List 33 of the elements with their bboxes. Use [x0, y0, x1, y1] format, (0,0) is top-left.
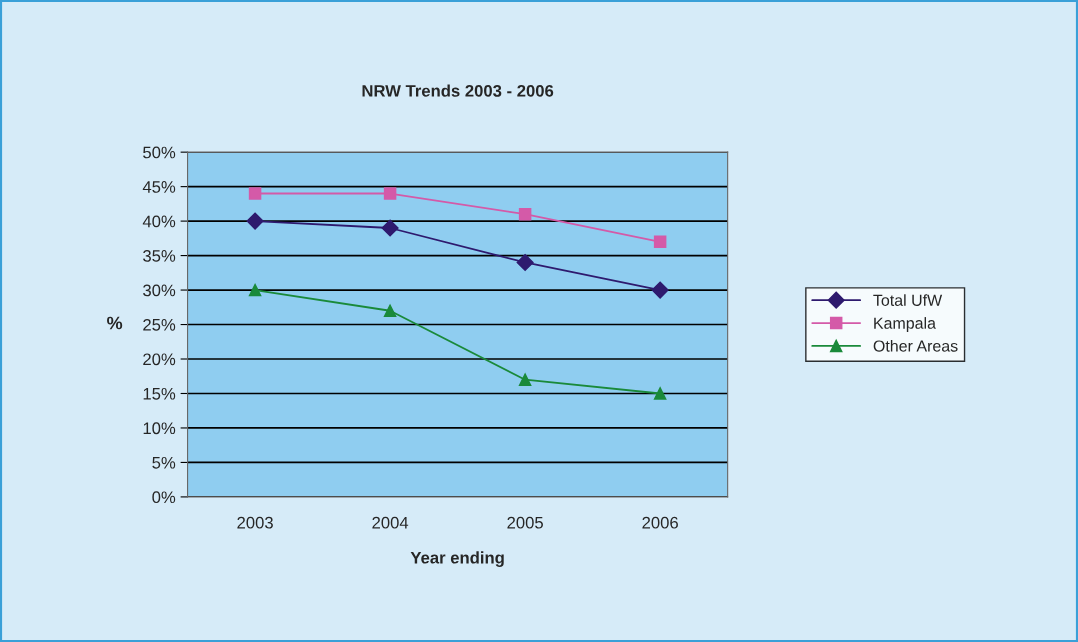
y-tick-label: 40%: [142, 215, 176, 228]
y-tick-label: 35%: [143, 249, 176, 262]
y-tick-label: 50%: [143, 146, 176, 159]
point: [383, 304, 397, 317]
y-tick-label: 15%: [143, 387, 176, 400]
x-tick-label: 2003: [237, 516, 273, 529]
point: [246, 212, 264, 230]
point: [653, 387, 667, 400]
point: [248, 187, 262, 200]
legend-label: Other Areas: [873, 339, 958, 352]
point: [516, 253, 534, 272]
y-tick-label: 10%: [143, 422, 176, 435]
x-tick-label: 2006: [642, 516, 678, 529]
y-axis-title: %: [107, 316, 123, 330]
y-tick-label: 30%: [143, 284, 176, 297]
point: [651, 281, 669, 299]
y-tick-label: 45%: [142, 181, 176, 193]
point: [248, 283, 262, 297]
point: [518, 373, 532, 386]
y-tick-label: 0%: [152, 491, 176, 504]
point: [381, 219, 399, 237]
x-tick-label: 2004: [372, 516, 409, 529]
x-axis-title: Year ending: [410, 551, 504, 567]
y-tick-label: 25%: [143, 318, 176, 331]
point: [653, 235, 667, 249]
x-tick-label: 2005: [507, 516, 543, 529]
legend-label: Kampala: [874, 317, 936, 332]
legend-label: Total UfW: [873, 294, 943, 306]
y-tick-label: 20%: [143, 353, 176, 366]
y-tick-label: 5%: [152, 456, 176, 469]
point: [383, 187, 397, 200]
chart-title: NRW Trends 2003 - 2006: [362, 84, 554, 97]
point: [518, 207, 532, 221]
